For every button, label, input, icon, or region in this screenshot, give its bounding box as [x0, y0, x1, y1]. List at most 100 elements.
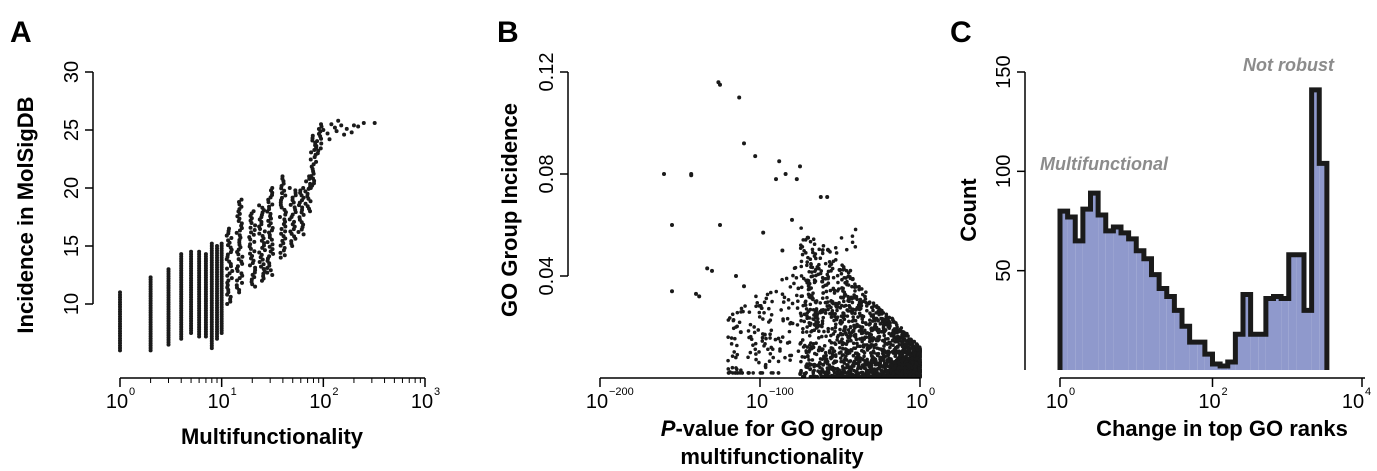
panel-b-mid-point-150 — [780, 292, 785, 297]
panel-b-dense-point-998 — [854, 337, 859, 342]
panel-b-dense-point-1924 — [859, 300, 864, 305]
panel-a-column-11-point-6 — [237, 276, 242, 281]
panel-b-mid-point-187 — [769, 371, 774, 375]
panel-b-point-22 — [818, 194, 823, 199]
panel-b-mid-point-42 — [822, 354, 826, 359]
panel-b-mid-point-32 — [726, 367, 731, 371]
panel-b-dense-point-1979 — [910, 356, 915, 361]
panel-b-dense-point-1596 — [890, 350, 894, 354]
panel-a-column-13-point-31 — [260, 205, 265, 210]
panel-b-dense-point-1619 — [906, 334, 910, 338]
panel-c-x-tick-label-0-base: 10 — [1046, 391, 1068, 413]
panel-b-mid-point-111 — [850, 234, 855, 238]
panel-b-dense-point-1122 — [865, 348, 870, 352]
panel-b-mid-point-76 — [841, 299, 846, 304]
panel-b-mid-point-103 — [739, 310, 743, 314]
panel-b-dense-point-1313 — [799, 285, 804, 290]
panel-a-point-7 — [344, 126, 349, 131]
panel-b-mid-point-219 — [781, 300, 786, 304]
panel-b-dense-point-1466 — [894, 323, 899, 327]
panel-b-mid-point-193 — [844, 354, 848, 358]
panel-a-point-3 — [332, 125, 337, 130]
panel-b-dense-point-1922 — [838, 345, 842, 350]
panel-b-mid-point-221 — [752, 325, 756, 329]
panel-b-mid-point-139 — [813, 323, 817, 327]
panel-b-dense-point-1981 — [830, 355, 835, 359]
panel-b-mid-point-90 — [735, 324, 739, 329]
panel-a-column-10-point-24 — [228, 245, 233, 250]
panel-b-mid-point-1 — [844, 247, 849, 252]
panel-b-dense-point-1276 — [828, 288, 833, 293]
panel-b-mid-point-4 — [795, 323, 800, 327]
panel-b-mid-point-75 — [794, 293, 799, 298]
panel-b-dense-point-190 — [816, 336, 821, 340]
panel-a-column-20-point-3 — [314, 143, 319, 148]
panel-b-point-10 — [783, 172, 788, 176]
panel-b-dense-point-1647 — [846, 328, 851, 332]
panel-b-dense-point-1204 — [799, 359, 803, 364]
panel-a-column-17-point-19 — [301, 186, 306, 190]
panel-c-x-tick-label-2-base: 10 — [1342, 391, 1364, 413]
panel-b-dense-point-1701 — [842, 366, 847, 371]
panel-b-mid-point-158 — [820, 324, 824, 329]
panel-b-dense-point-1530 — [810, 247, 815, 252]
panel-b-mid-point-28 — [760, 335, 765, 340]
panel-a-column-12-point-9 — [247, 263, 252, 268]
panel-c-bar-20 — [1212, 364, 1221, 370]
panel-b-dense-point-697 — [862, 354, 866, 359]
panel-b-dense-point-1931 — [911, 373, 916, 378]
panel-a-column-12-point-24 — [252, 228, 257, 233]
panel-b-mid-point-31 — [752, 330, 757, 335]
panel-b-mid-point-8 — [751, 371, 755, 375]
panel-c-bar-19 — [1204, 354, 1213, 370]
panel-b-mid-point-188 — [728, 316, 732, 320]
panel-b-dense-point-1375 — [881, 352, 886, 357]
panel-b-dense-point-1547 — [857, 324, 861, 328]
panel-b-mid-point-245 — [730, 354, 735, 358]
panel-b-dense-point-1506 — [878, 360, 882, 364]
panel-b-dense-point-672 — [887, 331, 891, 336]
panel-b-mid-point-120 — [788, 285, 793, 289]
panel-a-x-tick-label-1-base: 10 — [208, 391, 230, 413]
panel-a-column-16-point-20 — [290, 195, 295, 200]
panel-a-column-5-point-36 — [197, 249, 202, 254]
panel-a-column-10-point-15 — [224, 266, 229, 271]
panel-b-dense-point-460 — [801, 330, 805, 335]
panel-b-mid-point-68 — [798, 342, 802, 346]
panel-b-x-tick-label-0-base: 10 — [586, 391, 608, 413]
panel-b-dense-point-1695 — [859, 331, 864, 336]
panel-c-outline — [1057, 87, 1330, 370]
panel-b-dense-point-1919 — [903, 369, 908, 374]
panel-b-dense-point-1371 — [865, 343, 869, 347]
panel-b-mid-point-248 — [848, 325, 853, 329]
panel-b-dense-point-1941 — [917, 345, 922, 349]
panel-b-mid-point-167 — [826, 247, 830, 252]
panel-a-column-10-point-21 — [225, 252, 230, 257]
panel-b-dense-point-458 — [824, 289, 829, 294]
panel-c-ylabel: Count — [956, 178, 981, 242]
panel-b-dense-point-852 — [846, 309, 850, 313]
panel-b-mid-point-198 — [757, 315, 762, 319]
panel-b-dense-point-1734 — [893, 360, 897, 364]
panel-c-bar-0 — [1060, 211, 1068, 370]
panel-b-mid-point-207 — [769, 345, 774, 350]
panel-b-mid-point-133 — [842, 290, 847, 295]
panel-b-x-tick-label-0-exp: −200 — [609, 386, 634, 398]
panel-a-ylabel: Incidence in MolSigDB — [13, 96, 38, 333]
panel-b-dense-point-1995 — [918, 357, 922, 362]
panel-b-x-tick-label-2-base: 10 — [906, 391, 928, 413]
panel-b-mid-point-128 — [838, 327, 842, 332]
panel-b-mid-point-249 — [838, 320, 842, 325]
panel-b-dense-point-1036 — [846, 274, 851, 279]
panel-b-mid-point-116 — [833, 245, 838, 250]
panel-b-mid-point-135 — [761, 317, 765, 321]
panel-c-bar-18 — [1197, 342, 1205, 370]
panel-a-column-16-point-2 — [289, 239, 294, 244]
panel-b-dense-point-1573 — [867, 331, 872, 336]
panel-b-dense-point-878 — [811, 237, 816, 242]
panel-b-dense-point-1874 — [900, 341, 904, 345]
panel-a-column-17-point-11 — [300, 205, 305, 210]
panel-b-dense-point-1066 — [815, 312, 820, 316]
panel-b-mid-point-45 — [739, 368, 743, 372]
panel-b-mid-point-215 — [768, 336, 772, 340]
